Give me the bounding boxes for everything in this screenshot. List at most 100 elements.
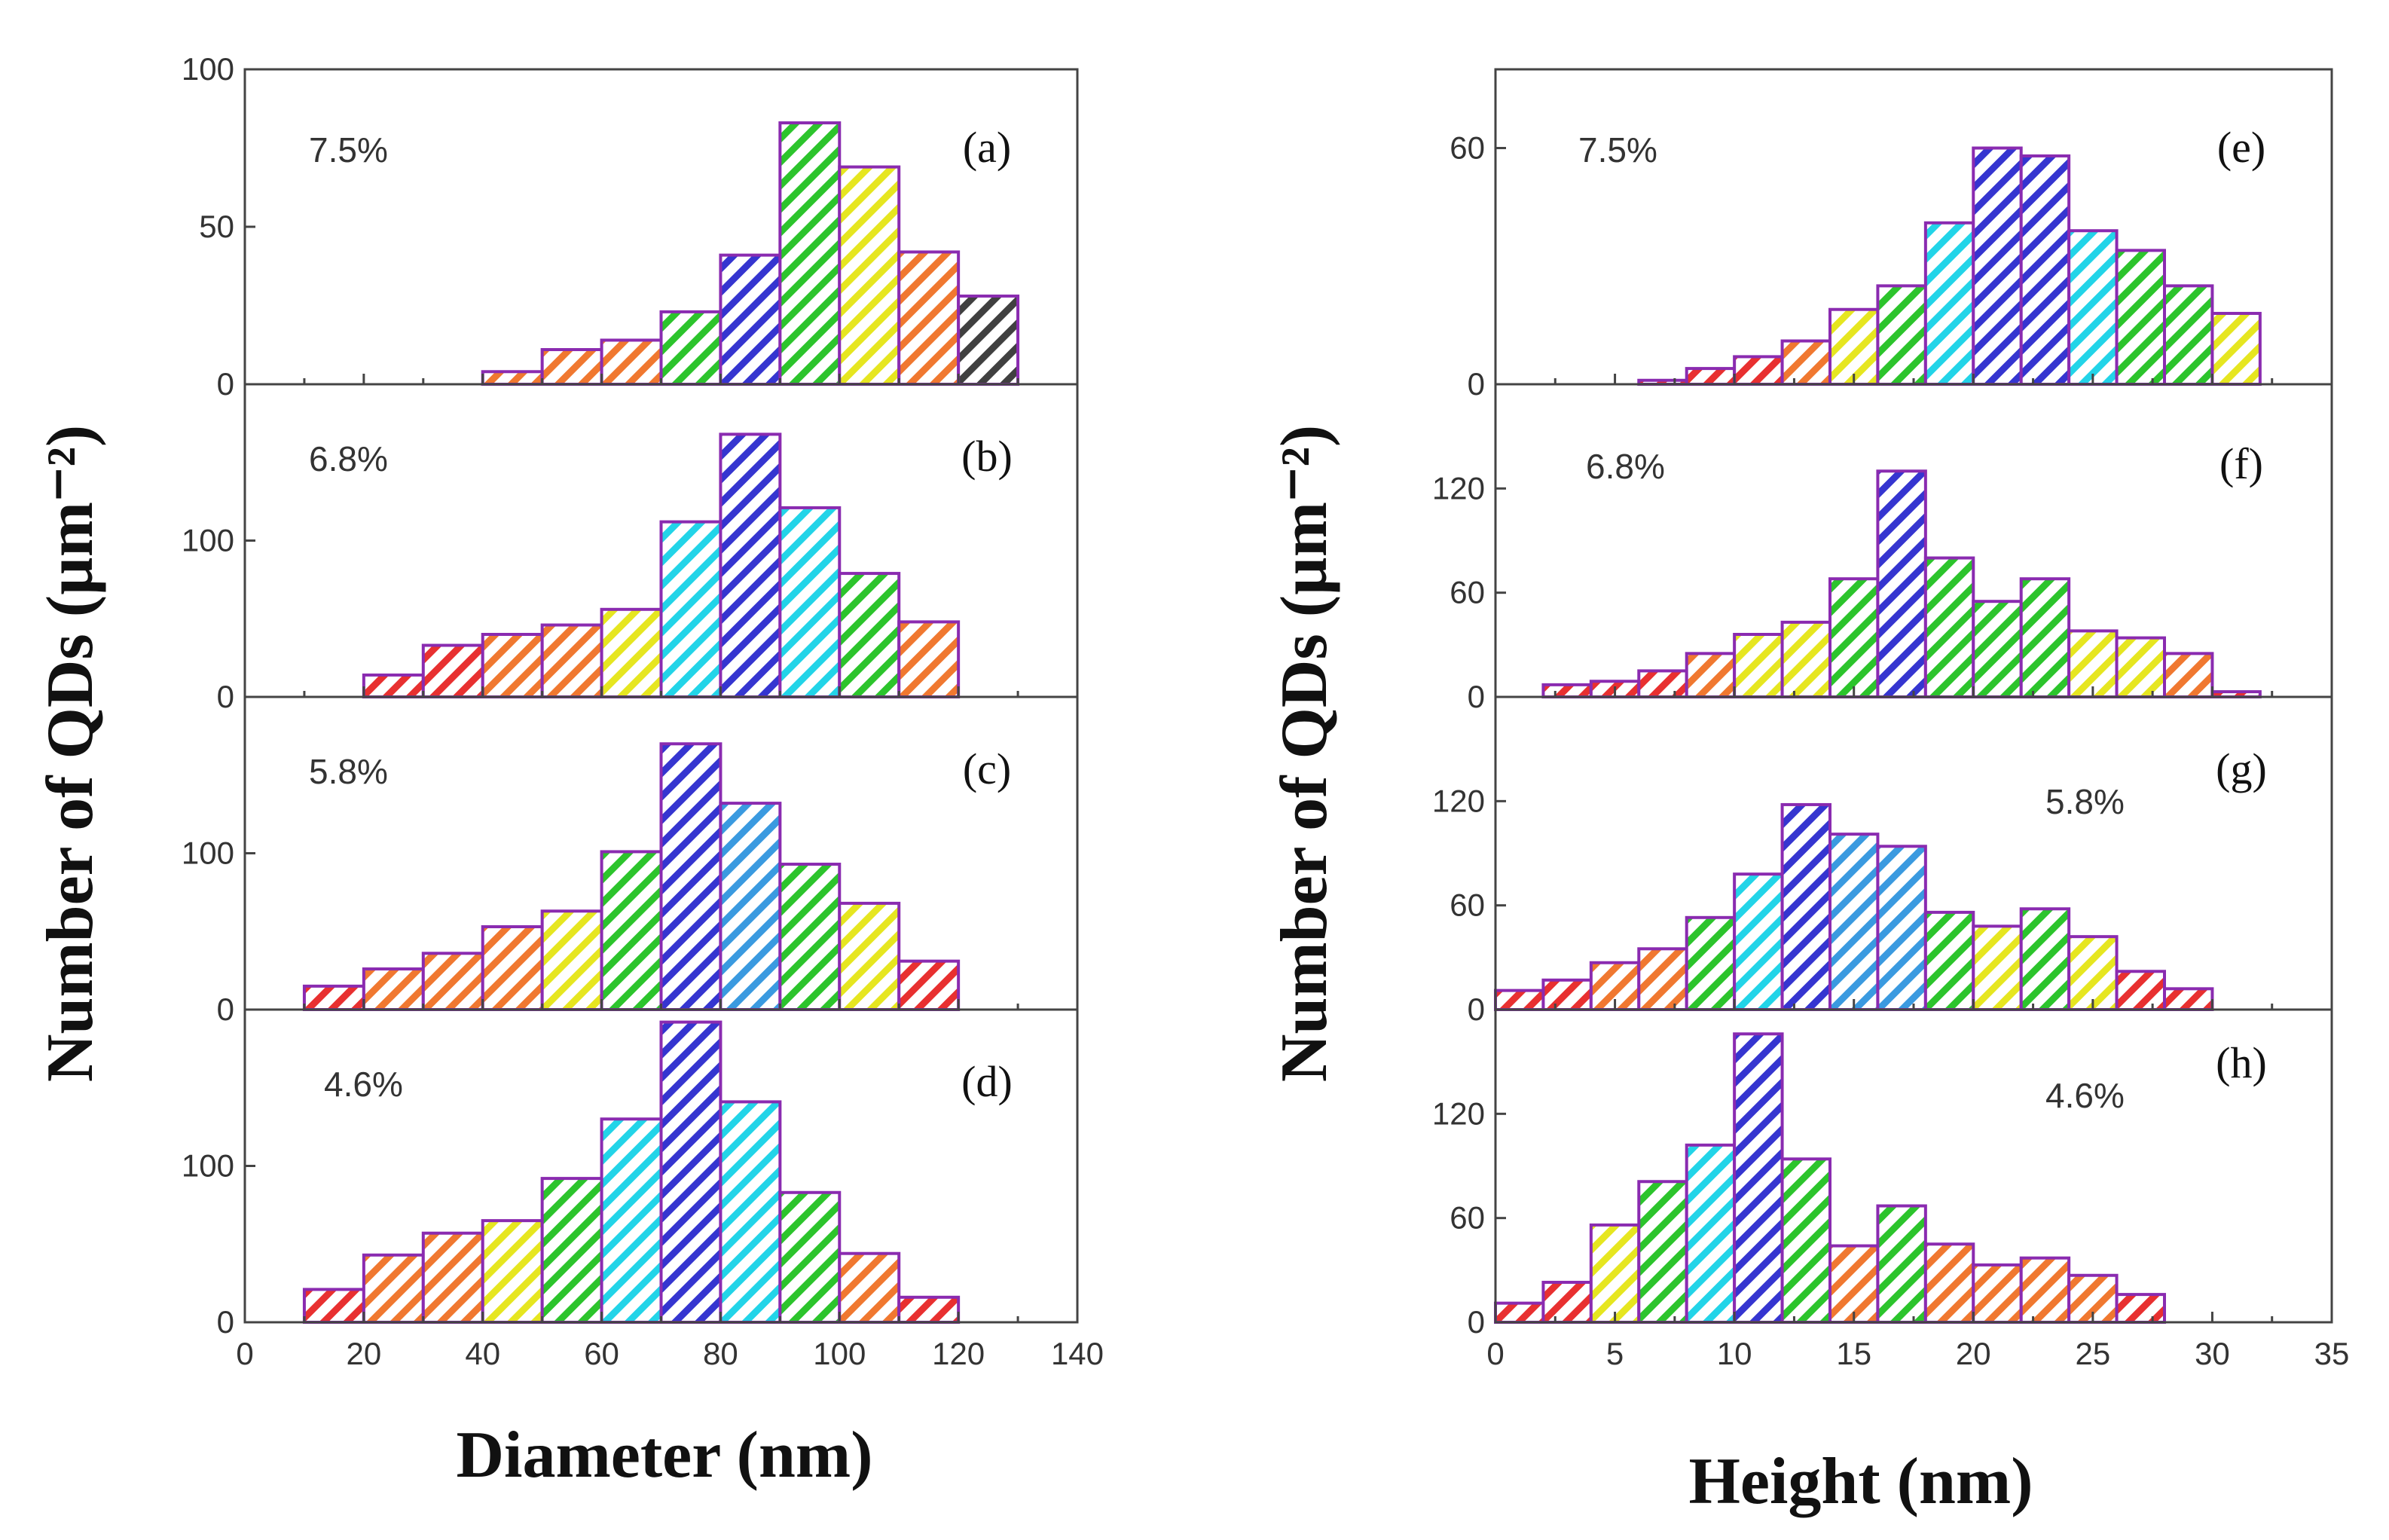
bar [540, 909, 603, 1012]
bar [600, 338, 663, 387]
y-tick-label: 0 [1468, 992, 1485, 1027]
bar [2019, 1256, 2071, 1325]
x-tick-label: 0 [1486, 1336, 1504, 1371]
x-tick-label: 0 [236, 1336, 253, 1371]
bar [897, 250, 961, 386]
y-tick-label: 60 [1450, 1200, 1485, 1236]
x-tick-label: 140 [1051, 1336, 1104, 1371]
bar [540, 623, 603, 698]
x-tick-label: 40 [465, 1336, 500, 1371]
bar [481, 1219, 544, 1324]
bar [778, 863, 842, 1012]
bar [1589, 1223, 1641, 1325]
bar [1828, 833, 1880, 1012]
bar [1637, 669, 1688, 699]
x-tick-label: 60 [584, 1336, 619, 1371]
bar [897, 620, 961, 699]
bar [2019, 907, 2071, 1012]
bar [2163, 987, 2214, 1012]
bar [2163, 284, 2214, 386]
left-y-axis-title: Number of QDs (µm⁻²) [34, 425, 107, 1082]
bar [838, 165, 901, 387]
bar [421, 1231, 484, 1324]
y-tick-label: 0 [217, 679, 234, 714]
bar [481, 925, 544, 1012]
y-tick-label: 50 [199, 209, 234, 244]
bar [421, 643, 484, 699]
bar [659, 742, 723, 1011]
y-tick-label: 120 [1432, 470, 1485, 506]
bar [1828, 577, 1880, 698]
bar [1733, 1032, 1784, 1325]
bar [1876, 284, 1927, 386]
bar [1541, 1280, 1593, 1324]
bar [2115, 249, 2167, 386]
x-tick-label: 20 [1956, 1336, 1991, 1371]
bar [1685, 367, 1737, 387]
bar [1972, 146, 2023, 386]
y-tick-label: 100 [182, 51, 234, 87]
bar [2067, 229, 2119, 386]
bar [2115, 1293, 2167, 1324]
x-tick-label: 10 [1717, 1336, 1752, 1371]
bar [540, 1177, 603, 1324]
bar [1637, 1180, 1688, 1324]
bar [1972, 600, 2023, 699]
bar [1733, 872, 1784, 1011]
bar [362, 673, 425, 699]
panel-f: 0 60 120 (f) 6.8% [1432, 383, 2333, 714]
x-tick-label: 120 [932, 1336, 985, 1371]
right-y-axis-title: Number of QDs (µm⁻²) [1268, 425, 1341, 1082]
strain-annotation: 6.8% [1586, 447, 1665, 486]
panel-g: 0 60 120 (g) 5.8% [1432, 695, 2333, 1027]
bar [2019, 154, 2071, 386]
bar [1923, 910, 1975, 1012]
bar [2163, 652, 2214, 698]
y-tick-label: 0 [1468, 366, 1485, 402]
bar [719, 432, 782, 699]
bar [1923, 221, 1975, 386]
bar [1828, 1244, 1880, 1324]
bar [600, 607, 663, 698]
strain-annotation: 7.5% [1578, 130, 1657, 170]
bar [1494, 988, 1545, 1012]
x-tick-label: 15 [1836, 1336, 1871, 1371]
y-tick-label: 100 [182, 836, 234, 871]
panel-label: (b) [961, 432, 1013, 481]
bar [957, 294, 1020, 386]
bar [897, 1295, 961, 1325]
bar [1923, 556, 1975, 698]
bar [481, 370, 544, 386]
bar [1494, 1301, 1545, 1325]
bar [1876, 845, 1927, 1012]
y-tick-label: 0 [217, 366, 234, 402]
bar [838, 1251, 901, 1324]
bar [302, 1288, 365, 1325]
bar [362, 967, 425, 1012]
panel-e: 0 60 (e) 7.5% [1450, 68, 2333, 402]
bar [1876, 469, 1927, 698]
bar [838, 901, 901, 1012]
y-tick-label: 100 [182, 523, 234, 558]
bar [2019, 577, 2071, 698]
panel-b: 0 100 (b) 6.8% [182, 383, 1079, 714]
strain-annotation: 4.6% [324, 1065, 403, 1104]
panel-h: 0 60 120 0 5 10 15 20 25 30 35 (h) 4.6% [1432, 1008, 2349, 1371]
panel-label: (c) [963, 744, 1011, 793]
bar [1733, 633, 1784, 698]
bar [1685, 915, 1737, 1011]
bar [600, 1117, 663, 1324]
bar [659, 1020, 723, 1324]
y-tick-label: 0 [1468, 1304, 1485, 1340]
bar [659, 520, 723, 698]
strain-annotation: 4.6% [2045, 1076, 2125, 1115]
bar [1780, 339, 1832, 386]
y-tick-label: 0 [217, 1304, 234, 1340]
bar [897, 959, 961, 1012]
strain-annotation: 7.5% [309, 130, 388, 170]
bar [1685, 1143, 1737, 1325]
x-tick-label: 5 [1606, 1336, 1624, 1371]
bar [1780, 620, 1832, 698]
right-x-axis-title: Height (nm) [1688, 1445, 2033, 1518]
x-tick-label: 80 [703, 1336, 738, 1371]
